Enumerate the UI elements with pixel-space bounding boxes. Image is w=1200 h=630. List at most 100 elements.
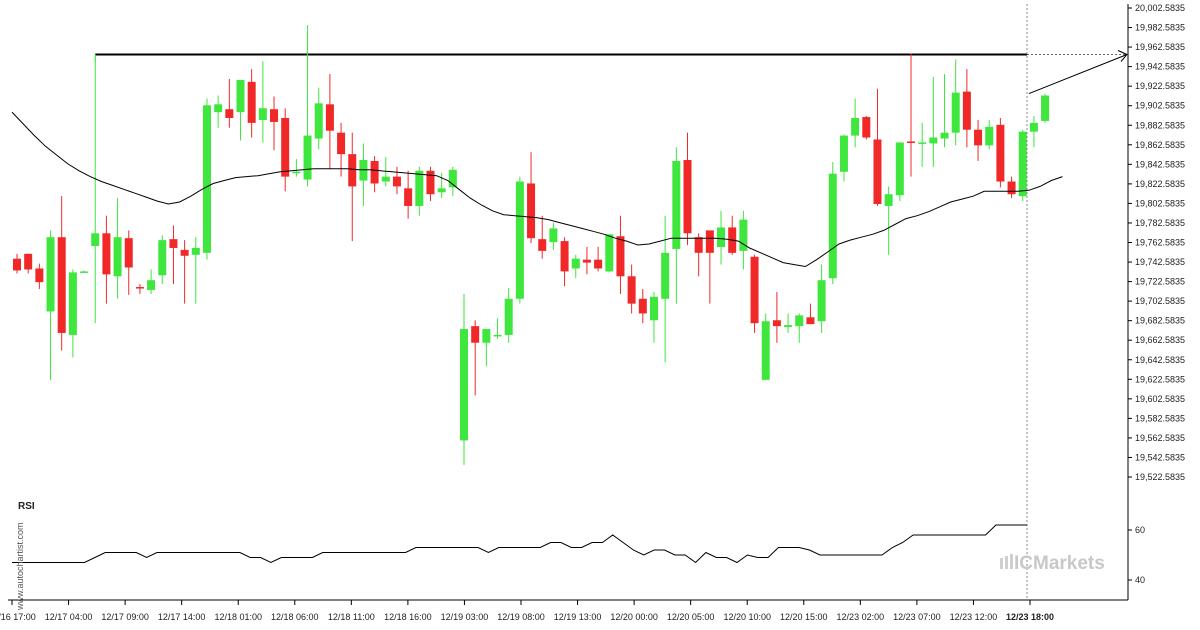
arrow-head [1117, 50, 1128, 62]
x-axis-ticks: 12/16 17:00 12/17 04:00 12/17 09:00 12/17 1… [0, 599, 1128, 622]
x-tick-label: 12/20 05:00 [667, 612, 715, 622]
candle-body [638, 298, 647, 314]
brand-text: ICMarkets [1014, 553, 1105, 574]
candle-body [649, 296, 658, 321]
brand-logo: ICMarkets [1000, 553, 1105, 574]
y-tick-label: 19,542.5835 [1135, 452, 1185, 462]
candle-body [68, 272, 77, 335]
candle-body [627, 276, 636, 304]
candle-body [337, 132, 346, 155]
candle-body [929, 137, 938, 144]
candle-body [158, 240, 167, 276]
candle-body [437, 188, 446, 193]
candle-body [448, 169, 457, 188]
candle-body [717, 227, 726, 247]
y-tick-label: 19,922.5835 [1135, 81, 1185, 91]
candle-body [605, 234, 614, 272]
candle-body [214, 104, 223, 113]
candle-body [415, 170, 424, 206]
candle-body [907, 141, 915, 143]
candle-body [795, 315, 804, 327]
x-tick-label: 12/19 03:00 [441, 612, 489, 622]
candle-body [325, 104, 334, 131]
candle-body [348, 154, 357, 187]
candle-body [661, 252, 670, 299]
candle-body [985, 126, 994, 146]
candle-body [683, 160, 692, 234]
x-tick-label: 12/18 16:00 [384, 612, 432, 622]
candle-body [180, 249, 189, 256]
y-tick-label: 19,662.5835 [1135, 335, 1185, 345]
candle-body [460, 329, 468, 441]
candle-body [1029, 122, 1038, 132]
candle-body [80, 271, 89, 273]
x-tick-label: 12/19 08:00 [497, 612, 545, 622]
candle-body [202, 105, 211, 253]
candle-body [281, 118, 290, 177]
y-tick-label: 19,942.5835 [1135, 62, 1185, 72]
candle-body [828, 173, 837, 279]
candle-body [884, 194, 893, 206]
candle-body [292, 171, 301, 174]
y-tick-label: 19,842.5835 [1135, 159, 1185, 169]
y-tick-label: 19,622.5835 [1135, 374, 1185, 384]
candle-body [1018, 131, 1027, 197]
y-tick-label: 19,702.5835 [1135, 296, 1185, 306]
candle-body [940, 132, 949, 139]
x-tick-label: 12/23 12:00 [950, 612, 998, 622]
candle-body [739, 219, 748, 251]
candle-body [102, 233, 111, 275]
y-tick-label: 19,982.5835 [1135, 23, 1185, 33]
candle-body [1007, 181, 1016, 195]
candle-body [672, 160, 681, 249]
candle-body [493, 334, 502, 337]
candle-body [370, 160, 379, 184]
candle-body [851, 118, 860, 136]
y-tick-label: 19,602.5835 [1135, 394, 1185, 404]
x-tick-label: 12/20 00:00 [610, 612, 658, 622]
candle-body [426, 170, 435, 195]
y-tick-label: 19,742.5835 [1135, 257, 1185, 267]
candle-body [594, 259, 603, 269]
y-tick-label: 19,802.5835 [1135, 198, 1185, 208]
candle-body [392, 176, 401, 187]
candle-body [225, 109, 234, 119]
candle-body [1041, 95, 1050, 121]
y-tick-label: 19,782.5835 [1135, 218, 1185, 228]
candle-body [113, 237, 122, 277]
x-tick-label: 12/17 04:00 [45, 612, 93, 622]
candle-body [147, 280, 156, 290]
x-tick-label: 12/20 15:00 [780, 612, 828, 622]
y-tick-label: 19,562.5835 [1135, 433, 1185, 443]
x-tick-label: 12/20 10:00 [723, 612, 771, 622]
candle-body [527, 183, 536, 239]
candle-body [817, 280, 826, 322]
x-tick-label: 12/23 02:00 [837, 612, 885, 622]
y-tick-label: 19,762.5835 [1135, 238, 1185, 248]
candle-body [471, 326, 480, 343]
candles [13, 25, 1050, 465]
candle-body [918, 142, 927, 144]
rsi-tick-label: 60 [1135, 525, 1145, 535]
x-tick-label: 12/23 07:00 [893, 612, 941, 622]
candle-body [951, 92, 960, 133]
x-tick-label: 12/19 13:00 [554, 612, 602, 622]
candle-body [13, 258, 21, 271]
y-tick-label: 19,902.5835 [1135, 101, 1185, 111]
candle-body [549, 228, 558, 243]
candle-body [996, 124, 1005, 182]
brand-bar [1000, 558, 1003, 569]
rsi-label: RSI [18, 501, 35, 512]
x-tick-label: 12/23 18:00 [1006, 612, 1054, 622]
candle-body [46, 237, 55, 312]
candle-body [135, 287, 144, 289]
candle-body [962, 91, 971, 130]
rsi-tick-label: 40 [1135, 575, 1145, 585]
candle-body [560, 241, 569, 272]
candle-body [761, 321, 770, 380]
candle-body [270, 109, 279, 122]
candle-body [258, 108, 267, 120]
candle-body [247, 81, 256, 123]
candle-body [750, 256, 759, 324]
